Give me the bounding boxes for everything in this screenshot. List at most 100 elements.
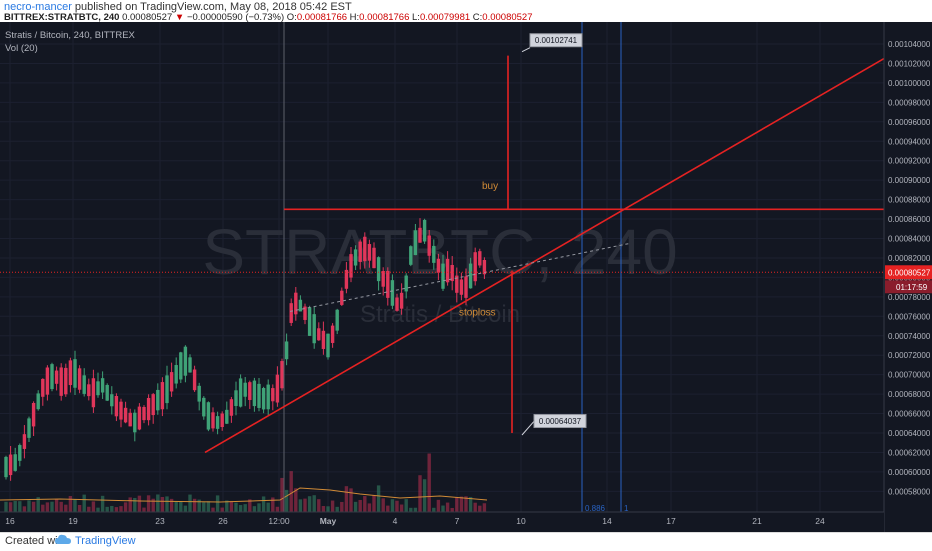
time-tick-label: 4 xyxy=(393,516,398,526)
candle-body xyxy=(294,292,298,315)
candle-body xyxy=(151,394,155,416)
time-tick-label: 23 xyxy=(155,516,165,526)
volume-bar xyxy=(459,496,464,512)
candle-body xyxy=(160,382,165,410)
callout-box-bottom xyxy=(533,414,587,429)
price-tick-label: 0.00060000 xyxy=(888,468,931,477)
volume-bar xyxy=(119,506,123,512)
volume-bar xyxy=(238,505,243,512)
volume-bar xyxy=(344,486,349,512)
candle-body xyxy=(422,219,427,242)
price-chart[interactable]: STRATBTC, 240 Stratis / Bitcoin buy stopl… xyxy=(0,22,932,532)
volume-bar xyxy=(133,497,137,512)
candle-body xyxy=(220,413,224,428)
candle-body xyxy=(386,271,390,298)
volume-bar xyxy=(386,505,390,512)
candle-body xyxy=(133,412,137,433)
candle-body xyxy=(192,369,197,391)
candle-body xyxy=(137,406,142,430)
candle-body xyxy=(482,259,487,275)
high-label: H: xyxy=(349,12,360,23)
price-axis[interactable]: 0.00104000 0.00102000 0.00100000 0.00098000… xyxy=(883,22,932,532)
volume-bar xyxy=(64,504,68,512)
candle-body xyxy=(275,374,280,403)
price-tick-label: 0.00104000 xyxy=(888,40,931,49)
volume-bar xyxy=(266,502,270,512)
candle-body xyxy=(441,263,445,289)
tradingview-brand[interactable]: TradingView xyxy=(75,535,136,547)
candle-body xyxy=(110,394,114,407)
candle-body xyxy=(36,393,40,410)
volume-bar xyxy=(436,499,441,512)
candle-body xyxy=(349,254,353,278)
price-tick-label: 0.00076000 xyxy=(888,312,931,321)
volume-bar xyxy=(73,499,77,512)
volume-bar xyxy=(252,506,257,512)
candle-body xyxy=(82,375,86,394)
volume-bar xyxy=(137,495,142,512)
author-link[interactable]: necro-mancer xyxy=(4,1,72,13)
candle-body xyxy=(280,361,284,389)
fib-label-886: 0.886 xyxy=(585,504,606,513)
volume-bar xyxy=(298,499,303,512)
volume-bar xyxy=(404,499,408,512)
volume-bar xyxy=(188,494,192,512)
volume-bar xyxy=(22,506,27,512)
candle-body xyxy=(303,306,307,320)
volume-bar xyxy=(146,495,151,512)
time-axis[interactable]: 16 19 23 26 12:00 May 4 7 10 14 17 21 24 xyxy=(0,511,884,532)
volume-bar xyxy=(68,495,73,512)
volume-bar xyxy=(372,495,376,512)
time-tick-label: May xyxy=(320,516,337,526)
volume-bar xyxy=(261,496,266,512)
price-tick-label: 0.00064000 xyxy=(888,429,931,438)
candle-body xyxy=(468,263,473,289)
publish-header: necro-mancer published on TradingView.co… xyxy=(0,0,932,23)
candle-body xyxy=(432,245,436,263)
volume-bar xyxy=(422,479,427,512)
candle-body xyxy=(234,390,238,406)
volume-bar xyxy=(367,503,372,512)
time-axis-bg xyxy=(0,512,884,532)
callout-pointer-top xyxy=(521,47,531,53)
candle-body xyxy=(27,418,31,438)
volume-bar xyxy=(455,497,459,512)
candle-body xyxy=(169,372,174,392)
volume-bar xyxy=(192,498,197,512)
candle-body xyxy=(257,383,261,408)
volume-bar xyxy=(160,496,165,512)
volume-bar xyxy=(59,501,63,512)
watermark-symbol: STRATBTC, 240 xyxy=(202,216,677,288)
candle-body xyxy=(211,412,215,429)
down-arrow-icon: ▼ xyxy=(174,12,185,23)
ohlc-line: BITTREX:STRATBTC, 240 0.00080527 ▼ −0.00… xyxy=(4,12,533,23)
candle-body xyxy=(298,299,303,312)
candle-body xyxy=(353,249,358,266)
candle-body xyxy=(450,265,454,282)
candle-body xyxy=(307,307,312,336)
ascending-trendline xyxy=(204,57,885,454)
candle-body xyxy=(146,397,151,421)
price-tick-label: 0.00090000 xyxy=(888,176,931,185)
candle-body xyxy=(142,406,146,421)
drawing-overlays: buy stoploss 0.00102741 0.00064037 0.886 1 xyxy=(0,22,885,513)
candle-body xyxy=(50,364,54,390)
volume-bar xyxy=(229,501,234,512)
candle-body xyxy=(77,368,82,390)
candle-body xyxy=(105,384,109,401)
price-tick-label: 0.00092000 xyxy=(888,157,931,166)
candle-body xyxy=(119,401,123,420)
volume-bar xyxy=(243,504,247,512)
time-tick-label: 19 xyxy=(68,516,78,526)
price-tick-label: 0.00058000 xyxy=(888,487,931,496)
price-tick-label: 0.00072000 xyxy=(888,351,931,360)
volume-bar xyxy=(41,504,45,512)
volume-bar xyxy=(87,506,91,512)
candle-body xyxy=(197,385,201,402)
price-tick-label: 0.00094000 xyxy=(888,137,931,146)
volume-bar xyxy=(294,488,298,512)
candle-body xyxy=(284,341,289,360)
callout-box-top xyxy=(529,33,583,48)
volume-bar xyxy=(473,502,477,512)
price-tick-label: 0.00062000 xyxy=(888,448,931,457)
